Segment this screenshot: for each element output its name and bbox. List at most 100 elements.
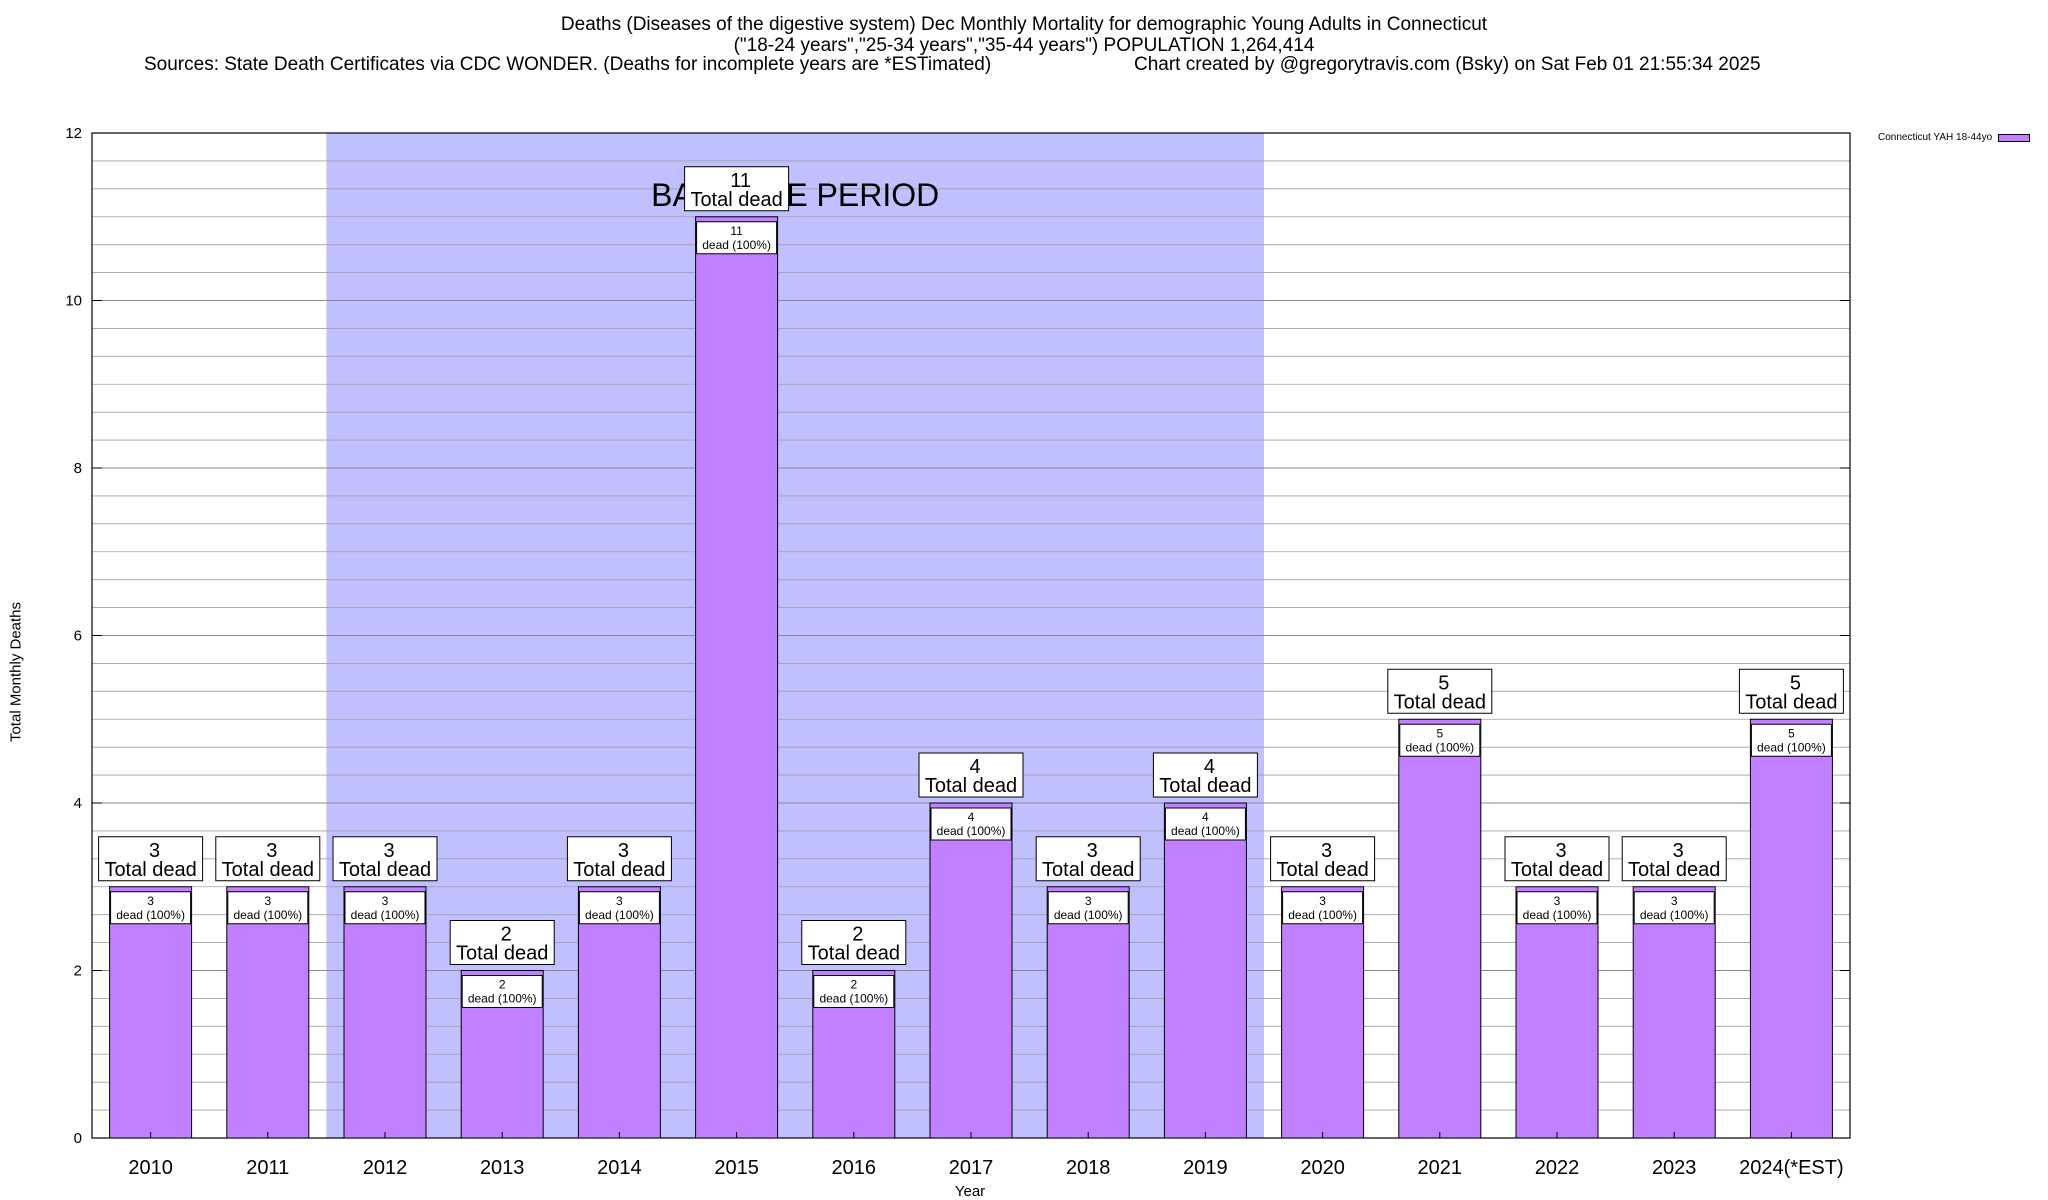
bar-total-label-text: Total dead [808,943,900,965]
bar-total-label-count: 3 [383,840,394,862]
bar-total-label-box [801,920,907,965]
bar-inner-label-text: dead (100%) [351,908,420,922]
bar-inner-label-text: dead (100%) [819,992,888,1006]
bar-inner-label-box [930,807,1012,841]
bar [109,886,193,1139]
bar-inner-label-box [1164,807,1246,841]
bar-inner-label-text: dead (100%) [1757,740,1826,754]
bar-total-label-text: Total dead [104,859,196,881]
bar-total-label-text: Total dead [573,859,665,881]
bar [343,886,427,1139]
bar-total-label-count: 3 [1555,840,1566,862]
bar-inner-label-box [1750,723,1832,757]
y-tick-label: 8 [74,460,82,477]
bar-inner-label-text: dead (100%) [585,908,654,922]
x-tick-label: 2014 [597,1157,642,1179]
bar-inner-label-count: 2 [850,978,857,992]
bar-inner-label-text: dead (100%) [468,992,537,1006]
bar [1749,718,1833,1139]
x-tick-label: 2024(*EST) [1739,1157,1844,1179]
bar-inner-label-count: 3 [1554,894,1561,908]
bar-total-label-text: Total dead [1628,859,1720,881]
y-tick-label: 0 [74,1130,82,1147]
x-tick-label: 2015 [714,1157,759,1179]
bar-total-label-text: Total dead [222,859,314,881]
bar-inner-label-text: dead (100%) [1288,908,1357,922]
x-tick-label: 2018 [1066,1157,1111,1179]
x-tick-label: 2017 [949,1157,994,1179]
bar-inner-label-count: 11 [730,224,743,238]
bar-inner-label-count: 3 [616,894,623,908]
bar [695,216,779,1139]
bar-inner-label-text: dead (100%) [1171,824,1240,838]
bar-total-label-box [215,836,321,882]
x-tick-label: 2023 [1652,1157,1697,1179]
bar-total-label-count: 3 [1087,840,1098,862]
bar-inner-label-text: dead (100%) [1405,740,1474,754]
bar-total-label-box [1738,668,1844,714]
bar-total-label-box [1621,836,1727,882]
bar-total-label-text: Total dead [456,943,548,965]
bar-total-label-text: Total dead [1159,775,1251,797]
x-tick-label: 2016 [832,1157,877,1179]
bar-inner-label-text: dead (100%) [1054,908,1123,922]
bar-inner-label-count: 2 [499,978,506,992]
bar-total-label-box [449,920,555,965]
bar-total-label-box [566,836,672,882]
bar-total-label-count: 2 [852,924,863,946]
bar-inner-label-text: dead (100%) [1640,908,1709,922]
bar-total-label-count: 3 [1321,840,1332,862]
x-tick-label: 2020 [1300,1157,1345,1179]
bar-total-label-box [1387,668,1493,714]
bar-total-label-count: 2 [501,924,512,946]
x-tick-label: 2011 [246,1157,289,1179]
bar [1632,886,1716,1139]
bar-inner-label-box [110,891,192,925]
bar-total-label-box [332,836,438,882]
bar-inner-label-box [813,975,895,1008]
bar-total-label-count: 11 [730,170,751,192]
bar-inner-label-box [578,891,660,925]
chart-title: Deaths (Diseases of the digestive system… [560,14,1488,35]
bar [1398,718,1482,1139]
bar-total-label-box [1504,836,1610,882]
chart-subtitle: ("18-24 years","25-34 years","35-44 year… [733,35,1315,56]
bar-total-label-count: 3 [266,840,277,862]
bar-inner-label-count: 3 [382,894,389,908]
bar-inner-label-box [461,975,543,1008]
bar [1046,886,1130,1139]
bar-total-label-text: Total dead [1276,859,1368,881]
bar [1515,886,1599,1139]
x-tick-label: 2010 [128,1157,173,1179]
bar [1163,802,1247,1139]
bar-total-label-box [1152,752,1258,798]
bar-total-label-box [918,752,1024,798]
bar-total-label-count: 4 [969,756,980,778]
bar-total-label-count: 4 [1204,756,1215,778]
x-axis-label: Year [954,1183,986,1200]
bar-inner-label-count: 3 [1085,894,1092,908]
bar-total-label-text: Total dead [1042,859,1134,881]
bar [226,886,310,1139]
bar-total-label-text: Total dead [339,859,431,881]
chart-sources: Sources: State Death Certificates via CD… [144,54,992,75]
bar-inner-label-text: dead (100%) [702,238,771,252]
bar-inner-label-box [696,221,778,255]
bar-inner-label-box [1047,891,1129,925]
x-tick-label: 2019 [1183,1157,1228,1179]
chart-title-block: Deaths (Diseases of the digestive system… [0,14,2048,56]
bar [1281,886,1365,1139]
bar-total-label-count: 3 [1673,840,1684,862]
bar-inner-label-box [1282,891,1364,925]
bar [929,802,1013,1139]
legend-swatch [1998,133,2031,142]
bar-inner-label-count: 3 [1671,894,1678,908]
legend: Connecticut YAH 18-44yo [1878,132,2031,143]
bar-total-label-text: Total dead [1745,691,1837,713]
bar-inner-label-text: dead (100%) [937,824,1006,838]
bar-inner-label-count: 4 [1202,810,1209,824]
bar-inner-label-box [1399,723,1481,757]
bar-inner-label-box [227,891,309,925]
bar-total-label-box [1270,836,1376,882]
